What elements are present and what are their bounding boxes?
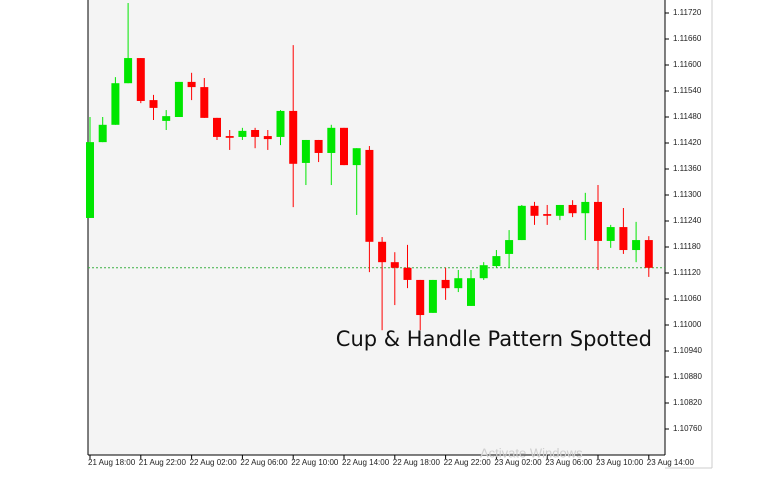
candle-body xyxy=(606,227,615,241)
candle-body xyxy=(632,240,641,251)
candle-body xyxy=(111,83,120,125)
y-tick-label: 1.10760 xyxy=(673,424,702,433)
watermark: Activate Windows xyxy=(480,445,583,460)
candle-body xyxy=(225,136,234,138)
y-tick-label: 1.11060 xyxy=(673,294,702,303)
candle-body xyxy=(428,279,437,313)
y-tick-label: 1.11300 xyxy=(673,190,702,199)
candle-body xyxy=(263,136,272,140)
x-tick-label: 22 Aug 10:00 xyxy=(291,458,339,467)
candle-body xyxy=(174,81,183,117)
x-tick-label: 23 Aug 02:00 xyxy=(494,458,542,467)
candle-body xyxy=(136,58,145,101)
y-tick-label: 1.11660 xyxy=(673,34,702,43)
candle-body xyxy=(467,278,475,306)
y-tick-label: 1.11120 xyxy=(673,268,701,277)
candle-body xyxy=(378,241,387,263)
y-tick-label: 1.11540 xyxy=(673,86,702,95)
candle-body xyxy=(441,279,450,289)
candle-body xyxy=(492,256,501,267)
x-tick-label: 22 Aug 14:00 xyxy=(342,458,390,467)
candle-body xyxy=(644,240,653,268)
candle-body xyxy=(162,116,171,121)
y-tick-label: 1.11720 xyxy=(673,8,702,17)
candle-body xyxy=(238,130,247,137)
candle-body xyxy=(479,265,488,279)
candle-body xyxy=(619,227,628,251)
y-tick-label: 1.10940 xyxy=(673,346,702,355)
candle-body xyxy=(200,87,209,118)
y-tick-label: 1.11600 xyxy=(673,60,702,69)
candle-body xyxy=(454,278,463,289)
candle-body xyxy=(543,214,552,216)
candle-body xyxy=(86,142,94,218)
y-tick-label: 1.10880 xyxy=(673,372,702,381)
candle-body xyxy=(594,201,602,241)
x-tick-label: 23 Aug 14:00 xyxy=(647,458,695,467)
y-tick-label: 1.11360 xyxy=(673,164,702,173)
x-tick-label: 23 Aug 06:00 xyxy=(545,458,593,467)
y-tick-label: 1.10820 xyxy=(673,398,702,407)
candle-body xyxy=(124,58,133,84)
candle-body xyxy=(301,139,310,163)
annotation: Cup & Handle Pattern Spotted xyxy=(336,327,652,351)
y-tick-label: 1.11240 xyxy=(673,216,702,225)
candle-body xyxy=(327,127,336,153)
candle-body xyxy=(276,110,285,137)
x-tick-label: 21 Aug 18:00 xyxy=(88,458,136,467)
candle-body xyxy=(555,204,564,216)
x-tick-label: 22 Aug 18:00 xyxy=(393,458,441,467)
candle-body xyxy=(568,204,577,214)
x-tick-label: 22 Aug 22:00 xyxy=(444,458,492,467)
candle-body xyxy=(530,205,539,216)
y-tick-label: 1.11420 xyxy=(673,138,702,147)
candle-body xyxy=(213,117,221,137)
candle-body xyxy=(403,267,412,280)
candle-body xyxy=(340,127,348,166)
candle-body xyxy=(98,124,107,143)
candle-body xyxy=(365,149,374,242)
candle-body xyxy=(352,148,361,166)
y-tick-label: 1.11480 xyxy=(673,112,702,121)
candle-body xyxy=(314,139,323,153)
candle-body xyxy=(505,240,514,254)
candle-body xyxy=(390,262,399,268)
candle-body xyxy=(581,201,590,214)
x-tick-label: 23 Aug 10:00 xyxy=(596,458,644,467)
candle-body xyxy=(251,130,260,137)
y-tick-label: 1.11180 xyxy=(673,242,701,251)
candle-body xyxy=(517,205,526,241)
x-tick-label: 21 Aug 22:00 xyxy=(139,458,187,467)
candle-body xyxy=(187,81,196,88)
candle-body xyxy=(416,279,425,316)
y-tick-label: 1.11000 xyxy=(673,320,702,329)
candle-body xyxy=(149,100,158,108)
x-tick-label: 22 Aug 02:00 xyxy=(190,458,238,467)
x-tick-label: 22 Aug 06:00 xyxy=(240,458,288,467)
plot-area xyxy=(88,0,665,455)
candle-body xyxy=(289,110,298,164)
